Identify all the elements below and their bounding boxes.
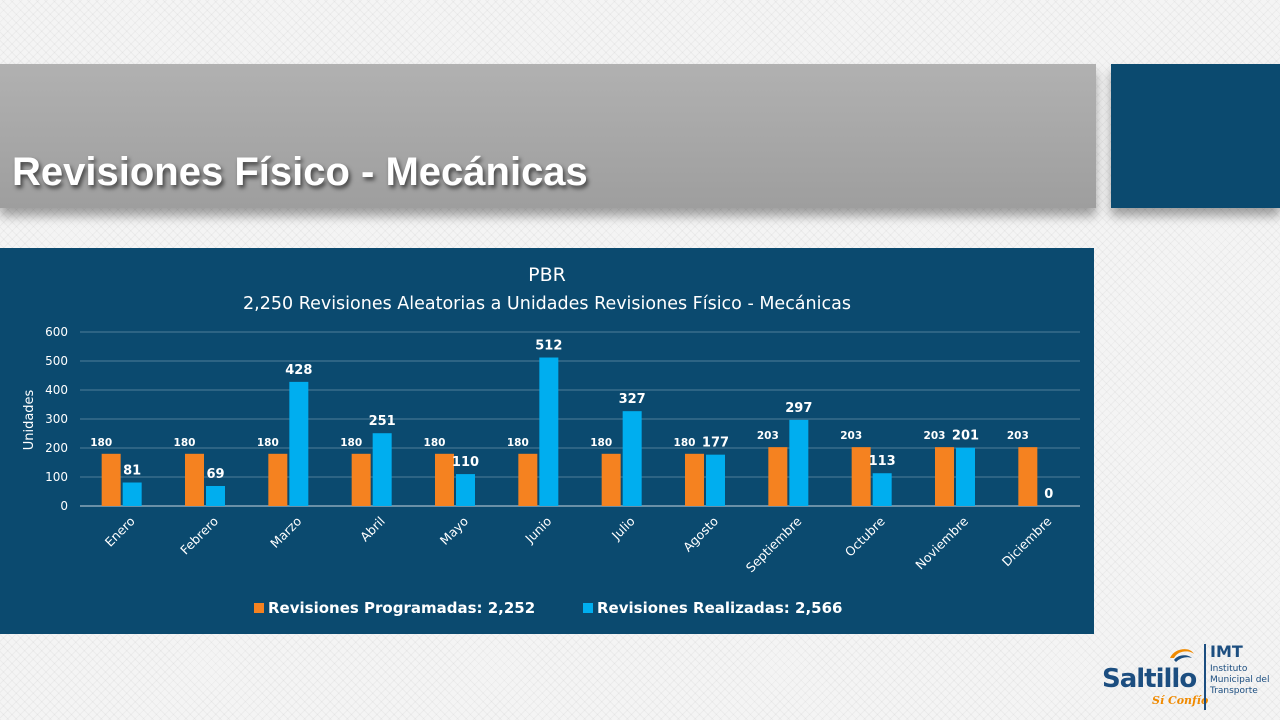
data-label-realizadas: 428: [285, 363, 312, 378]
bar-programadas: [935, 447, 954, 506]
x-tick-label: Febrero: [177, 514, 221, 558]
x-tick-label: Enero: [102, 514, 138, 550]
title-band: [0, 64, 1096, 208]
data-label-programadas: 180: [507, 437, 529, 449]
data-label-programadas: 180: [340, 437, 362, 449]
x-tick-label: Marzo: [267, 514, 304, 551]
y-tick-label: 200: [45, 441, 68, 455]
y-tick-label: 300: [45, 412, 68, 426]
x-tick-label: Agosto: [680, 514, 721, 555]
chart-subtitle: 2,250 Revisiones Aleatorias a Unidades R…: [243, 294, 851, 314]
data-label-programadas: 180: [674, 437, 696, 449]
data-label-programadas: 180: [257, 437, 279, 449]
legend-label: Revisiones Realizadas: 2,566: [597, 599, 842, 617]
legend-swatch: [254, 603, 264, 613]
x-tick-label: Junio: [521, 514, 554, 547]
bar-programadas: [518, 453, 538, 506]
logo-divider: [1204, 644, 1206, 710]
bar-programadas: [685, 453, 704, 506]
accent-block: [1111, 64, 1280, 208]
data-label-programadas: 203: [840, 430, 862, 442]
bar-programadas: [435, 453, 454, 506]
swirl-icon: [1170, 649, 1194, 662]
chart-title: PBR: [528, 264, 566, 286]
x-axis-ticks: Enero Febrero Marzo Abril Mayo Junio Julio Agos…: [102, 513, 1055, 575]
data-label-programadas: 180: [174, 437, 196, 449]
bar-realizadas: [289, 381, 309, 506]
bar-realizadas: [956, 447, 975, 506]
data-label-realizadas: 201: [952, 429, 979, 444]
logo-org-full: Instituto Municipal del Transporte: [1210, 664, 1270, 696]
data-label-realizadas: 297: [785, 401, 812, 416]
data-label-realizadas: 512: [535, 339, 562, 354]
data-label-realizadas: 0: [1044, 487, 1053, 502]
bar-programadas: [185, 453, 204, 506]
data-label-programadas: 180: [424, 437, 446, 449]
x-tick-label: Julio: [608, 514, 638, 544]
logo-name: Saltillo: [1102, 664, 1197, 694]
x-tick-label: Abril: [357, 514, 388, 545]
bar-realizadas: [456, 474, 475, 506]
bar-programadas: [101, 453, 121, 506]
data-label-programadas: 203: [1007, 430, 1029, 442]
bar-programadas: [601, 453, 621, 506]
x-tick-label: Diciembre: [999, 513, 1055, 569]
grid-lines: [80, 331, 1080, 507]
bars-group: [101, 357, 1038, 506]
logo-tagline: Sí Confío: [1152, 694, 1209, 707]
bar-programadas: [351, 453, 371, 506]
bar-realizadas: [122, 482, 142, 506]
bar-programadas: [1018, 447, 1038, 506]
y-tick-label: 100: [45, 470, 68, 484]
legend-label: Revisiones Programadas: 2,252: [268, 599, 535, 617]
y-axis-label: Unidades: [22, 389, 37, 450]
data-label-realizadas: 69: [206, 467, 224, 482]
data-label-realizadas: 327: [619, 392, 646, 407]
logo-org-short: IMT: [1210, 642, 1243, 661]
y-tick-label: 400: [45, 383, 68, 397]
legend: Revisiones Programadas: 2,252 Revisiones …: [254, 599, 842, 617]
data-label-programadas: 180: [90, 437, 112, 449]
y-tick-label: 500: [45, 354, 68, 368]
bar-chart: PBR 2,250 Revisiones Aleatorias a Unidad…: [22, 264, 1080, 617]
bar-realizadas: [206, 485, 225, 506]
data-labels: 180 81 180 69 180 428 180 251 180 110 180 512 180 327…: [90, 339, 1053, 502]
slide-title: Revisiones Físico - Mecánicas: [12, 150, 588, 194]
data-label-realizadas: 251: [369, 414, 396, 429]
data-label-realizadas: 177: [702, 436, 729, 451]
data-label-realizadas: 113: [869, 454, 896, 469]
bar-programadas: [268, 453, 288, 506]
data-label-realizadas: 110: [452, 455, 479, 470]
legend-swatch: [583, 603, 593, 613]
x-tick-label: Septiembre: [743, 513, 805, 575]
bar-realizadas: [622, 411, 642, 506]
bar-realizadas: [539, 357, 559, 506]
bar-programadas: [768, 447, 788, 506]
y-tick-label: 0: [60, 499, 68, 513]
bar-realizadas: [372, 433, 392, 506]
x-tick-label: Octubre: [842, 513, 888, 559]
bar-programadas: [851, 447, 871, 506]
y-axis-ticks: 0 100 200 300 400 500 600: [45, 325, 68, 513]
data-label-programadas: 203: [757, 430, 779, 442]
x-tick-label: Mayo: [437, 514, 471, 548]
bar-realizadas: [706, 454, 725, 506]
data-label-programadas: 203: [924, 430, 946, 442]
x-tick-label: Noviembre: [912, 513, 971, 572]
logo: Saltillo Sí Confío IMT Instituto Municip…: [1098, 640, 1274, 716]
y-tick-label: 600: [45, 325, 68, 339]
data-label-realizadas: 81: [123, 464, 141, 479]
bar-realizadas: [872, 473, 892, 506]
data-label-programadas: 180: [590, 437, 612, 449]
bar-realizadas: [789, 419, 809, 506]
chart-panel: PBR 2,250 Revisiones Aleatorias a Unidad…: [0, 248, 1094, 634]
